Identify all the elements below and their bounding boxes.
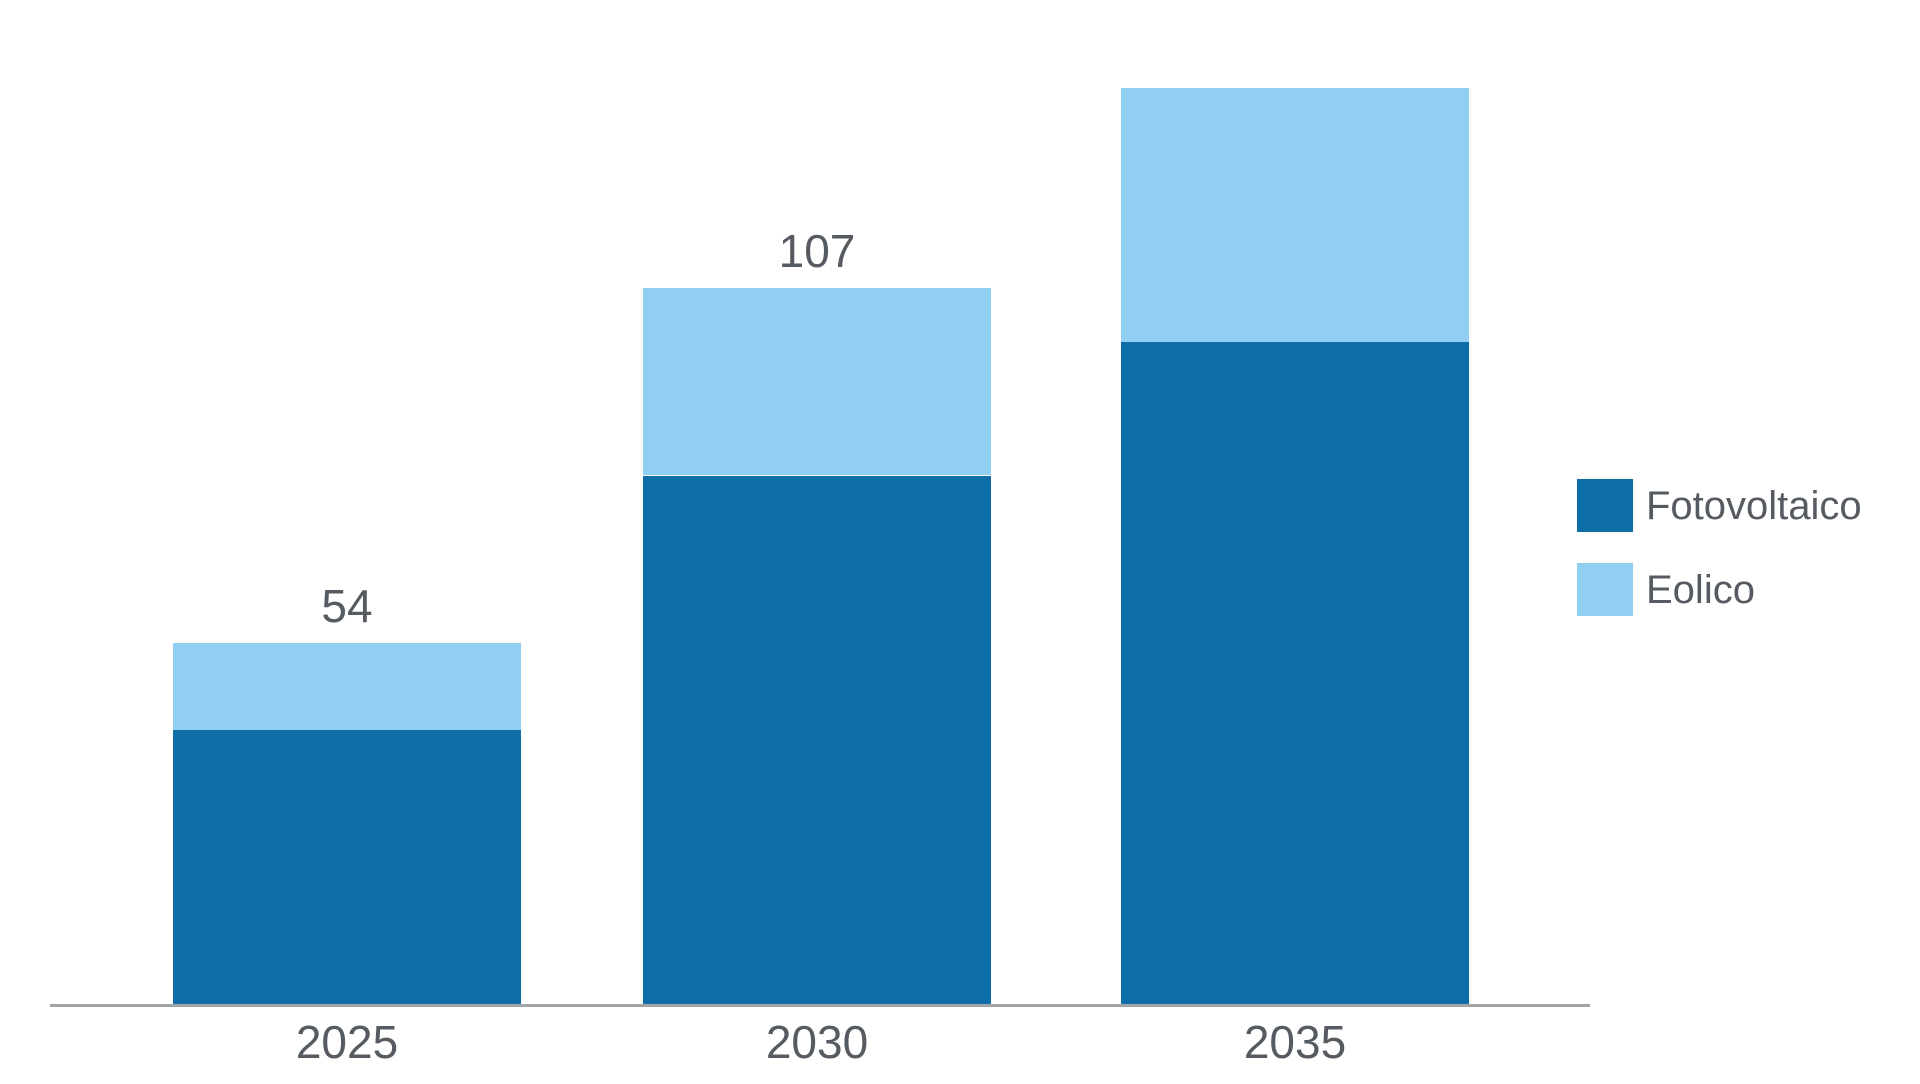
bar-2025-fotovoltaico-segment [173,729,521,1004]
x-axis-line [50,1004,1590,1007]
x-tick-2035: 2035 [1243,1016,1347,1068]
legend-label-fotovoltaico: Fotovoltaico [1646,483,1862,528]
bar-2025-total-label: 54 [321,579,373,632]
bar-2025-eolico-segment [173,642,521,730]
legend-swatch-fotovoltaico-icon [1577,479,1633,532]
legend: Fotovoltaico Eolico [1577,479,1862,647]
bar-2030-fotovoltaico-segment [643,475,991,1004]
bar-2030-eolico-segment [643,288,991,476]
bar-2030-total-label: 107 [778,225,856,278]
legend-item-eolico: Eolico [1577,563,1862,616]
x-tick-2025: 2025 [295,1016,399,1068]
x-tick-2030: 2030 [765,1016,869,1068]
legend-label-eolico: Eolico [1646,567,1755,612]
legend-swatch-eolico-icon [1577,563,1633,616]
bar-2035-eolico-segment [1121,87,1469,342]
legend-item-fotovoltaico: Fotovoltaico [1577,479,1862,532]
bar-2035-fotovoltaico-segment [1121,341,1469,1004]
